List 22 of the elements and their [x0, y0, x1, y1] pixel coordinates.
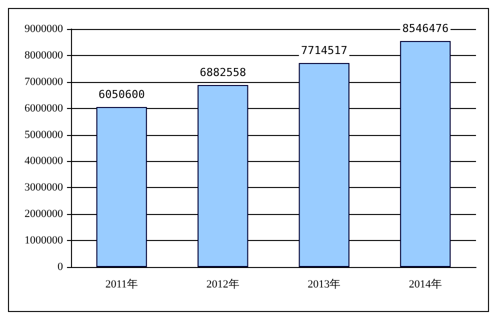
y-tick-label: 0 [58, 261, 64, 273]
bar [298, 62, 350, 267]
bar [400, 40, 451, 267]
y-tick-label: 7000000 [24, 76, 64, 88]
x-tick-label: 2012年 [206, 278, 240, 290]
data-label: 7714517 [300, 44, 348, 57]
y-tick-label: 6000000 [24, 102, 64, 114]
x-tick-label: 2013年 [308, 278, 341, 290]
bar [198, 84, 248, 267]
y-tick-label: 3000000 [24, 182, 64, 194]
y-tick-label: 4000000 [24, 155, 64, 168]
y-tick-label: 1000000 [24, 234, 64, 247]
y-tick-label: 9000000 [24, 23, 64, 35]
y-tick-label: 5000000 [24, 128, 64, 141]
x-tick-label: 2014年 [408, 278, 442, 290]
y-tick-label: 8000000 [24, 49, 64, 62]
x-tick-label: 2011年 [105, 278, 138, 290]
bar [96, 106, 147, 267]
y-tick-label: 2000000 [24, 208, 64, 220]
data-label: 6882558 [200, 66, 246, 79]
data-label: 6050600 [98, 88, 145, 101]
data-label: 8546476 [402, 22, 449, 35]
